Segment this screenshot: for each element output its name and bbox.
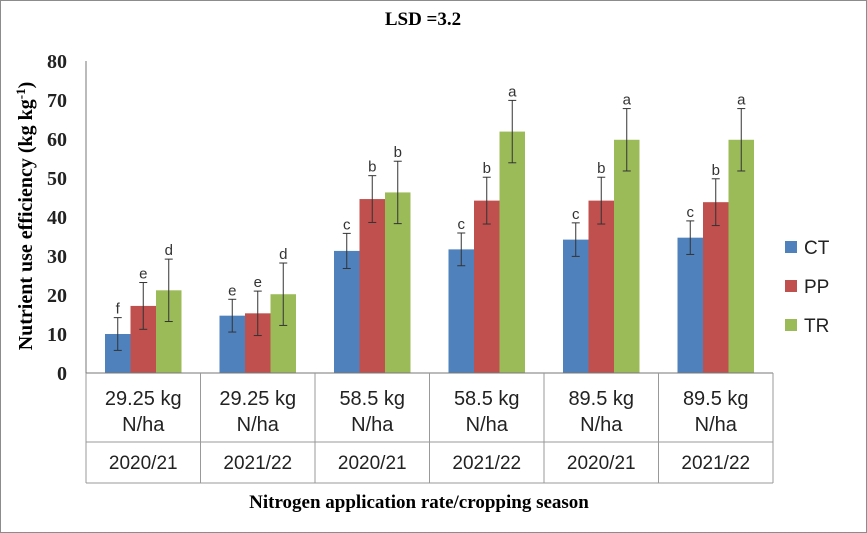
y-tick-label: 20 (47, 285, 67, 307)
x-axis-title: Nitrogen application rate/cropping seaso… (249, 492, 589, 513)
y-tick-label: 0 (57, 363, 67, 385)
y-axis-title-sup: -1 (13, 88, 28, 99)
legend-swatch-tr (785, 319, 797, 331)
chart-title: LSD =3.2 (385, 9, 461, 30)
significance-letter: b (483, 160, 491, 177)
x-tick-label-rate: 58.5 kg (339, 388, 405, 410)
legend-label-ct: CT (804, 238, 830, 259)
y-tick-label: 80 (47, 51, 67, 73)
significance-letter: b (597, 160, 605, 177)
bar-tr (499, 131, 525, 373)
y-tick-label: 50 (47, 168, 67, 190)
y-tick-label: 70 (47, 90, 67, 112)
x-tick-label-unit: N/ha (237, 414, 280, 436)
bar-ct (448, 249, 474, 373)
bar-pp (703, 202, 729, 373)
significance-letter: a (508, 83, 517, 100)
significance-letter: b (394, 144, 402, 161)
x-tick-label-season: 2021/22 (681, 453, 750, 474)
bar-ct (677, 237, 703, 373)
x-tick-label-rate: 89.5 kg (683, 388, 749, 410)
significance-letter: a (737, 92, 746, 109)
significance-letter: d (279, 246, 287, 263)
significance-letter: b (712, 162, 720, 179)
bar-pp (474, 200, 500, 373)
y-axis-title-main: Nutrient use efficiency (kg kg (15, 99, 37, 350)
significance-letter: d (165, 242, 173, 259)
bar-ct (334, 250, 360, 373)
x-tick-label-season: 2021/22 (452, 453, 521, 474)
x-tick-label-rate: 29.25 kg (219, 388, 296, 410)
bar-pp (359, 199, 385, 373)
significance-letter: f (116, 301, 121, 318)
x-tick-label-rate: 89.5 kg (568, 388, 634, 410)
significance-letter: c (687, 204, 695, 221)
legend-label-tr: TR (804, 316, 829, 337)
bar-tr (614, 139, 640, 373)
significance-letter: c (458, 216, 466, 233)
significance-letter: e (228, 282, 236, 299)
y-tick-label: 30 (47, 246, 67, 268)
x-tick-label-rate: 29.25 kg (105, 388, 182, 410)
significance-letter: c (572, 206, 580, 223)
y-axis-title-close: ) (15, 82, 37, 89)
x-tick-label-season: 2020/21 (567, 453, 636, 474)
y-tick-label: 60 (47, 129, 67, 151)
x-tick-label-unit: N/ha (351, 414, 394, 436)
x-tick-label-season: 2020/21 (338, 453, 407, 474)
bar-tr (728, 139, 754, 373)
y-tick-label: 10 (47, 324, 67, 346)
legend-swatch-ct (785, 241, 797, 253)
x-tick-label-rate: 58.5 kg (454, 388, 520, 410)
legend-label-pp: PP (804, 277, 829, 298)
significance-letter: b (368, 159, 376, 176)
bar-ct (563, 239, 589, 373)
x-tick-label-unit: N/ha (466, 414, 509, 436)
x-tick-label-unit: N/ha (122, 414, 165, 436)
x-tick-label-unit: N/ha (695, 414, 738, 436)
x-tick-label-unit: N/ha (580, 414, 623, 436)
significance-letter: a (623, 92, 632, 109)
legend: CT PP TR (785, 238, 830, 337)
y-tick-label: 40 (47, 207, 67, 229)
significance-letter: c (343, 216, 351, 233)
bar-pp (588, 200, 614, 373)
significance-letter: e (254, 274, 262, 291)
x-tick-label-season: 2021/22 (223, 453, 292, 474)
y-axis-title: Nutrient use efficiency (kg kg-1) (13, 82, 37, 351)
significance-letter: e (139, 266, 147, 283)
x-tick-label-season: 2020/21 (109, 453, 178, 474)
legend-swatch-pp (785, 280, 797, 292)
